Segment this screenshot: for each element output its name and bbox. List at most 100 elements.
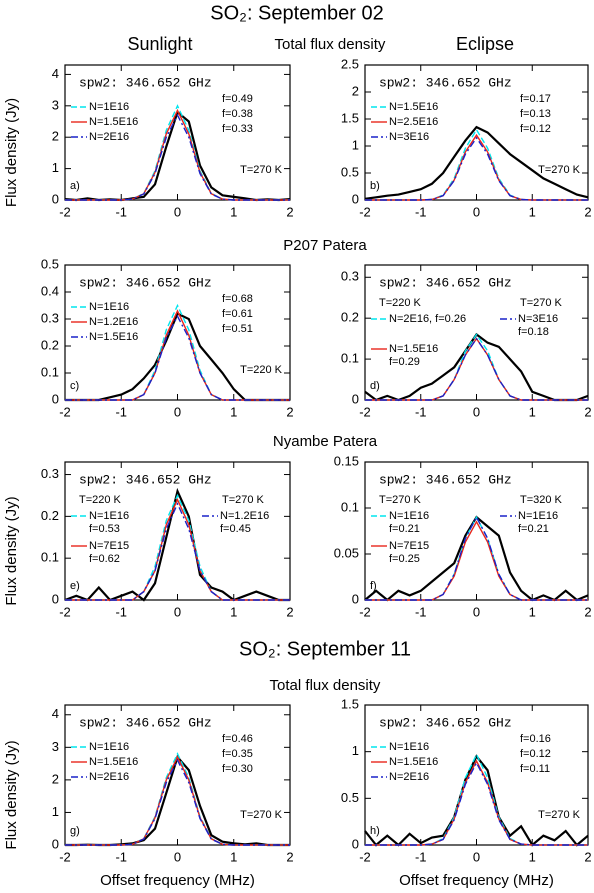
legend-label: N=3E16 bbox=[518, 313, 558, 325]
x-tick-label: 1 bbox=[529, 849, 536, 864]
y-tick-label: 2 bbox=[52, 129, 59, 144]
x-tick-label: 1 bbox=[230, 404, 237, 419]
x-tick-label: 0 bbox=[174, 204, 181, 219]
spectral-window-label: spw2: 346.652 GHz bbox=[379, 75, 512, 90]
y-tick-label: 0.4 bbox=[41, 283, 59, 298]
spectral-window-label: spw2: 346.652 GHz bbox=[379, 275, 512, 290]
legend-label: N=1E16 bbox=[89, 741, 129, 753]
x-tick-label: 1 bbox=[529, 604, 536, 619]
fraction-label: f=0.68 bbox=[222, 293, 253, 305]
legend-label: N=1.2E16 bbox=[89, 316, 138, 328]
x-tick-label: 2 bbox=[286, 404, 293, 419]
fraction-label: f=0.53 bbox=[89, 523, 120, 535]
x-tick-label: -2 bbox=[59, 849, 71, 864]
panel-label: b) bbox=[370, 180, 380, 192]
spectral-window-label: spw2: 346.652 GHz bbox=[379, 715, 512, 730]
legend-label: N=2E16 bbox=[389, 771, 429, 783]
x-tick-label: -2 bbox=[59, 204, 71, 219]
model-line bbox=[65, 502, 290, 601]
fraction-label: f=0.45 bbox=[220, 523, 251, 535]
legend-label: N=1E16 bbox=[89, 101, 129, 113]
legend-label: N=1.5E16 bbox=[389, 343, 438, 355]
fraction-label: f=0.21 bbox=[389, 523, 420, 535]
legend-label: N=1E16 bbox=[89, 301, 129, 313]
y-tick-label: 0.2 bbox=[341, 310, 359, 325]
y-tick-label: 0 bbox=[52, 191, 59, 206]
legend-label: N=1.5E16 bbox=[389, 756, 438, 768]
x-tick-label: -2 bbox=[359, 849, 371, 864]
x-tick-label: 0 bbox=[174, 849, 181, 864]
subtitle: Total flux density bbox=[270, 677, 381, 694]
model-line bbox=[365, 337, 588, 401]
x-tick-label: -1 bbox=[415, 204, 427, 219]
y-tick-label: 0.3 bbox=[41, 466, 59, 481]
model-line bbox=[65, 755, 290, 846]
y-tick-label: 0 bbox=[52, 391, 59, 406]
y-tick-label: 4 bbox=[52, 706, 59, 721]
fraction-label: f=0.11 bbox=[520, 763, 550, 775]
x-tick-label: 0 bbox=[473, 604, 480, 619]
x-tick-label: -1 bbox=[115, 849, 127, 864]
temperature-label: T=270 K bbox=[379, 494, 422, 506]
model-line bbox=[65, 314, 290, 401]
x-tick-label: 2 bbox=[286, 849, 293, 864]
legend-label: N=7E15 bbox=[89, 540, 129, 552]
legend-label: N=1.5E16 bbox=[89, 331, 138, 343]
y-tick-label: 2 bbox=[352, 83, 359, 98]
fraction-label: f=0.17 bbox=[520, 93, 551, 105]
column-title: Eclipse bbox=[456, 34, 514, 54]
y-tick-label: 0.3 bbox=[41, 310, 59, 325]
fraction-label: f=0.33 bbox=[222, 123, 253, 135]
model-line bbox=[65, 758, 290, 846]
y-tick-label: 0.5 bbox=[341, 790, 359, 805]
y-tick-label: 0 bbox=[352, 191, 359, 206]
y-tick-label: 0.2 bbox=[41, 508, 59, 523]
fraction-label: f=0.30 bbox=[222, 763, 253, 775]
temperature-label: T=270 K bbox=[240, 164, 283, 176]
section-title: Nyambe Patera bbox=[273, 433, 378, 450]
legend-label: N=1.5E16 bbox=[89, 756, 138, 768]
fraction-label: f=0.21 bbox=[518, 523, 549, 535]
y-tick-label: 0.1 bbox=[41, 550, 59, 565]
x-axis-label: Offset frequency (MHz) bbox=[399, 872, 554, 889]
model-line bbox=[365, 515, 588, 601]
x-tick-label: 2 bbox=[286, 204, 293, 219]
y-tick-label: 0.2 bbox=[41, 337, 59, 352]
model-line bbox=[65, 497, 290, 601]
x-tick-label: 1 bbox=[230, 604, 237, 619]
y-tick-label: 0.1 bbox=[341, 499, 359, 514]
x-tick-label: -2 bbox=[359, 604, 371, 619]
x-tick-label: -2 bbox=[359, 404, 371, 419]
fraction-label: f=0.18 bbox=[518, 326, 549, 338]
y-tick-label: 1 bbox=[52, 160, 59, 175]
model-line bbox=[365, 761, 588, 846]
legend-label: N=1E16 bbox=[389, 510, 429, 522]
model-line bbox=[65, 309, 290, 401]
x-tick-label: -1 bbox=[415, 849, 427, 864]
x-tick-label: 0 bbox=[174, 404, 181, 419]
y-tick-label: 0.5 bbox=[341, 164, 359, 179]
fraction-label: f=0.62 bbox=[89, 553, 120, 565]
legend-label: N=3E16 bbox=[389, 131, 429, 143]
temperature-label: T=270 K bbox=[520, 297, 563, 309]
temperature-label: T=220 K bbox=[240, 364, 283, 376]
panel-label: c) bbox=[70, 380, 79, 392]
y-tick-label: 0.05 bbox=[334, 545, 359, 560]
x-tick-label: -1 bbox=[115, 404, 127, 419]
fraction-label: f=0.25 bbox=[389, 553, 420, 565]
legend-label: N=2E16 bbox=[89, 131, 129, 143]
temperature-label: T=220 K bbox=[79, 494, 122, 506]
fraction-label: f=0.12 bbox=[520, 748, 551, 760]
spectral-window-label: spw2: 346.652 GHz bbox=[379, 472, 512, 487]
legend-label: N=1E16 bbox=[518, 510, 558, 522]
y-tick-label: 0 bbox=[52, 836, 59, 851]
y-tick-label: 0.3 bbox=[341, 269, 359, 284]
fraction-label: f=0.38 bbox=[222, 108, 253, 120]
y-tick-label: 0 bbox=[352, 591, 359, 606]
legend-label: N=7E15 bbox=[389, 540, 429, 552]
temperature-label: T=270 K bbox=[538, 164, 581, 176]
fraction-label: f=0.29 bbox=[389, 356, 420, 368]
column-title: Sunlight bbox=[127, 34, 192, 54]
model-line bbox=[65, 113, 290, 201]
y-axis-label: Flux density (Jy) bbox=[3, 98, 20, 207]
